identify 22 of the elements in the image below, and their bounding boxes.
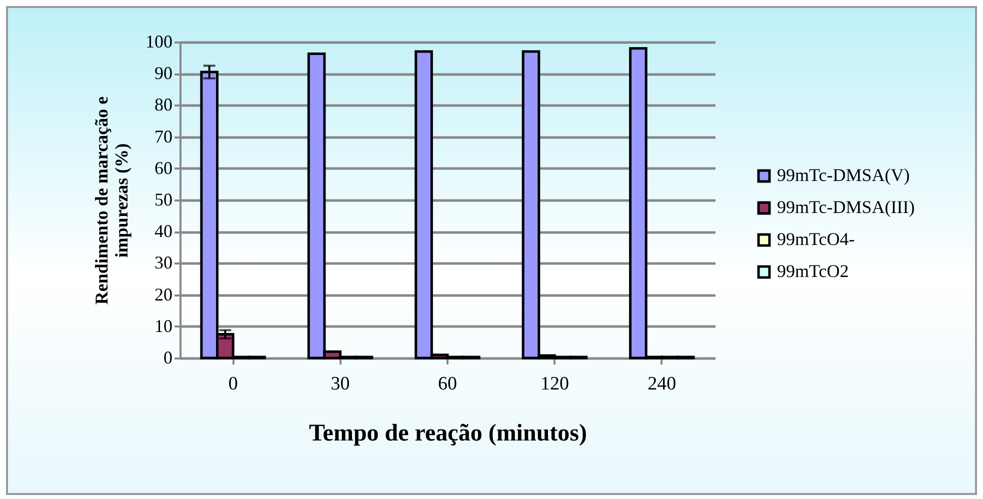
y-tick-label: 0 — [164, 348, 172, 368]
y-tick-label: 30 — [154, 252, 172, 273]
y-tick-label: 40 — [154, 221, 172, 242]
x-tick-label: 30 — [330, 374, 350, 394]
x-tick-label: 60 — [438, 374, 457, 394]
x-tick-label: 120 — [540, 374, 569, 394]
x-tick-label: 240 — [648, 374, 676, 394]
y-tick-label: 60 — [154, 158, 172, 178]
y-tick-label: 50 — [154, 190, 172, 210]
legend-label: 99mTcO4- — [777, 229, 855, 249]
x-axis-title: Tempo de reação (minutos) — [309, 420, 587, 446]
y-tick-label: 70 — [154, 126, 172, 146]
legend-label: 99mTc-DMSA(V) — [777, 165, 910, 185]
y-axis-title: Rendimento de marcação e impurezas (%) — [92, 96, 132, 305]
legend-label: 99mTc-DMSA(III) — [777, 197, 915, 217]
y-tick-label: 100 — [146, 32, 172, 52]
legend-label: 99mTcO2 — [777, 261, 849, 281]
y-tick-label: 10 — [154, 316, 172, 336]
x-tick-label: 0 — [228, 374, 238, 394]
y-tick-label: 90 — [154, 63, 172, 84]
y-tick-label: 20 — [154, 284, 172, 304]
y-tick-label: 80 — [154, 94, 172, 115]
